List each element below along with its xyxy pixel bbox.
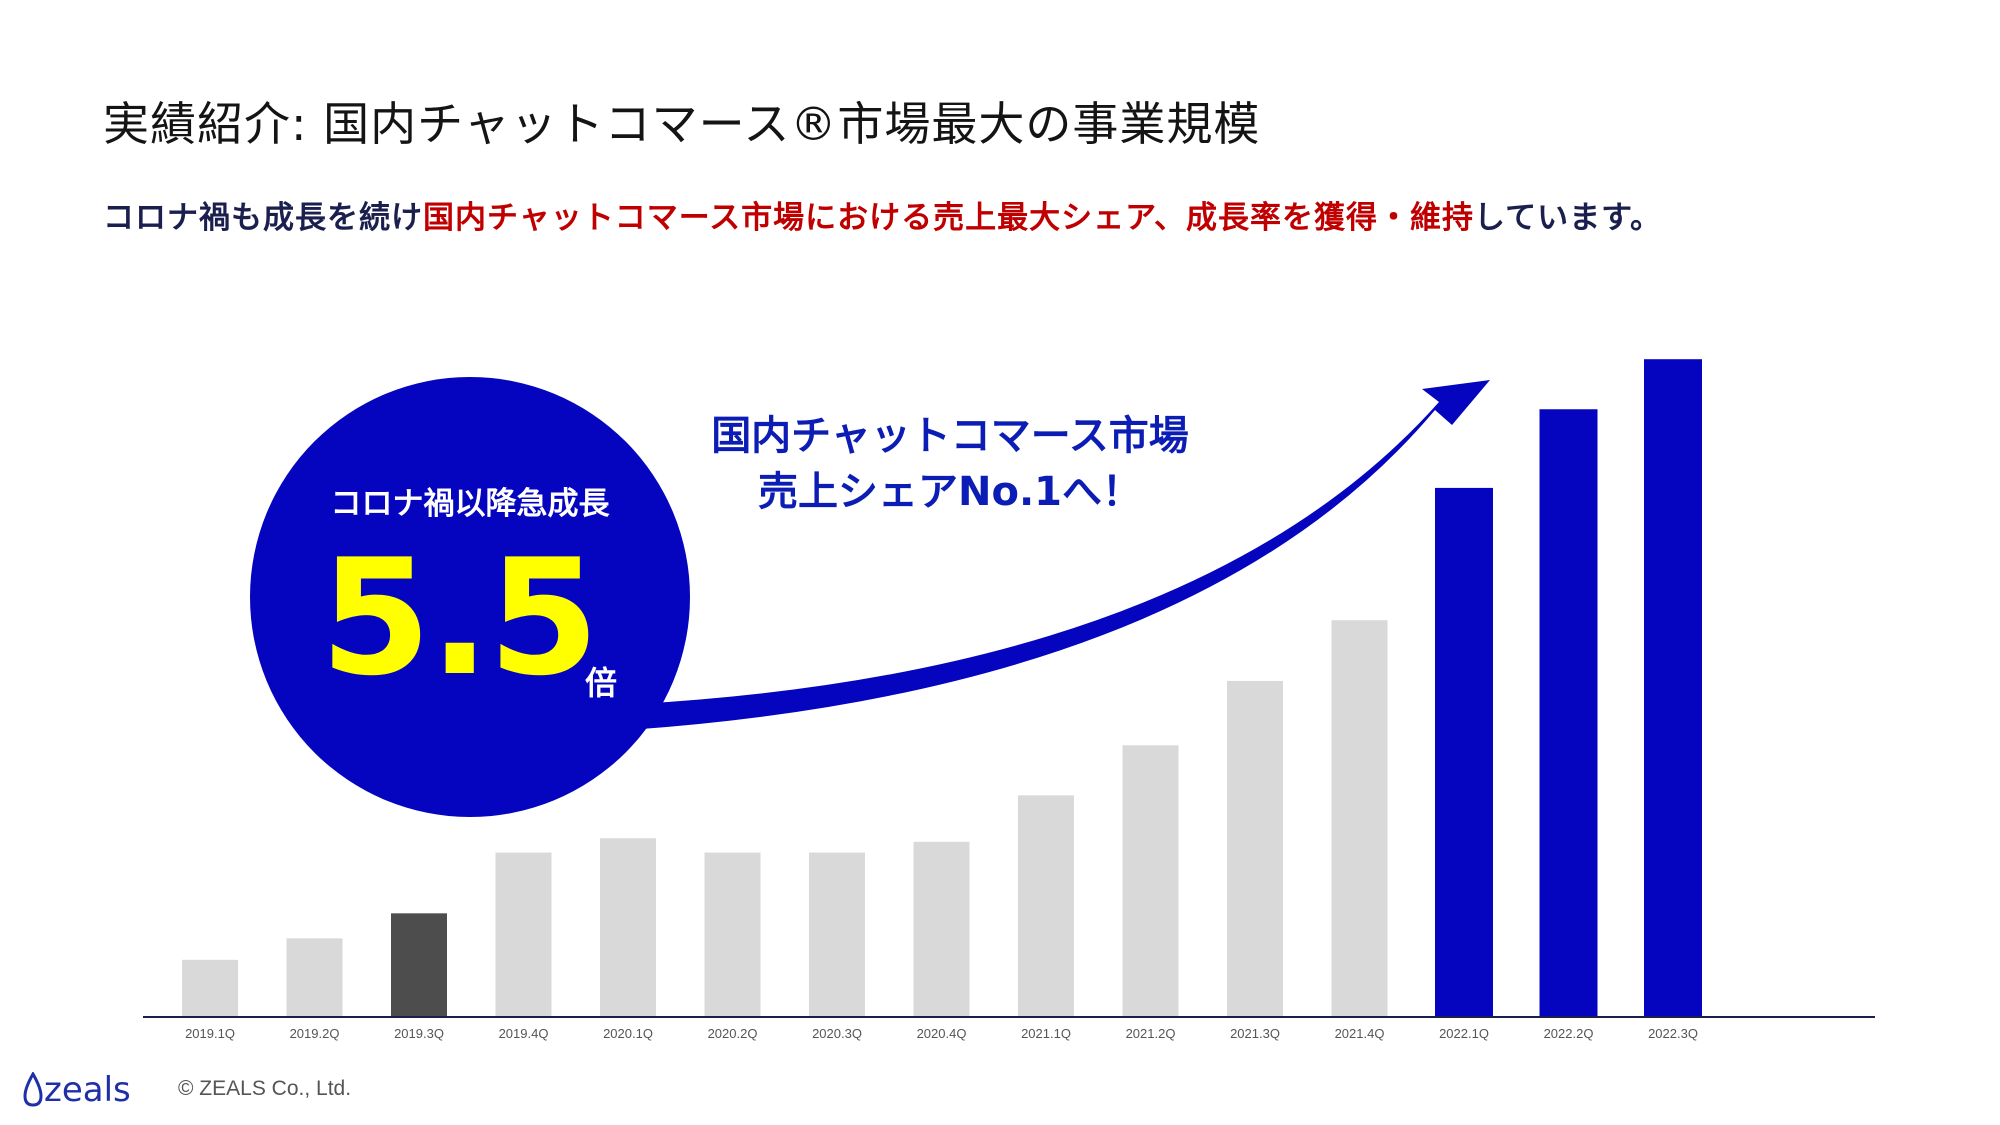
bar-2020.4Q [913,841,970,1017]
bar-group [182,359,1702,1017]
tick-label-2020.4Q: 2020.4Q [917,1026,967,1041]
bar-2020.1Q [600,838,656,1017]
tick-label-2022.3Q: 2022.3Q [1648,1026,1698,1041]
subtitle-part-2-highlight: 国内チャットコマース市場における売上最大シェア、成長率を獲得・維持 [423,200,1475,236]
bar-2020.3Q [809,852,865,1017]
zeals-drop-icon [23,1072,43,1107]
subtitle-part-3: しています。 [1474,200,1663,236]
subtitle-part-1: コロナ禍も成長を続け [103,200,423,236]
bar-2019.2Q [286,938,343,1017]
bar-2019.4Q [495,852,552,1017]
tick-label-2020.2Q: 2020.2Q [708,1026,758,1041]
bar-2022.3Q [1644,359,1702,1017]
bar-2020.2Q [704,852,761,1017]
zeals-logo: zeals [22,1070,131,1110]
bar-2022.1Q [1435,487,1493,1017]
arrow-annotation-line-1: 国内チャットコマース市場 [711,413,1189,459]
arrow-annotation: 国内チャットコマース市場 売上シェアNo.1へ！ [640,408,1260,520]
bar-2022.2Q [1539,409,1598,1017]
bar-2021.1Q [1018,795,1074,1017]
tick-label-2020.3Q: 2020.3Q [812,1026,862,1041]
bar-2021.3Q [1227,680,1283,1017]
callout-label: コロナ禍以降急成長 [330,486,610,522]
bar-2019.1Q [182,959,238,1017]
tick-label-2021.3Q: 2021.3Q [1230,1026,1280,1041]
page-title: 実績紹介: 国内チャットコマース®市場最大の事業規模 [103,97,1261,151]
copyright-text: © ZEALS Co., Ltd. [178,1077,352,1100]
callout-unit: 倍 [585,664,618,702]
tick-label-2020.1Q: 2020.1Q [603,1026,653,1041]
tick-label-2019.3Q: 2019.3Q [394,1026,444,1041]
callout-circle [250,377,690,817]
bar-2019.3Q [391,913,447,1017]
logo-text: zeals [44,1070,131,1110]
arrow-annotation-line-2: 売上シェアNo.1へ！ [758,469,1142,515]
callout-value: 5.5 [320,524,599,711]
tick-label-2022.1Q: 2022.1Q [1439,1026,1489,1041]
page-subtitle: コロナ禍も成長を続け国内チャットコマース市場における売上最大シェア、成長率を獲得… [103,192,1662,237]
tick-label-2019.4Q: 2019.4Q [499,1026,549,1041]
bar-2021.4Q [1331,620,1388,1017]
bar-2021.2Q [1122,745,1179,1017]
tick-label-2021.2Q: 2021.2Q [1126,1026,1176,1041]
tick-label-2019.1Q: 2019.1Q [185,1026,235,1041]
tick-label-2021.1Q: 2021.1Q [1021,1026,1071,1041]
tick-label-2021.4Q: 2021.4Q [1335,1026,1385,1041]
tick-label-2019.2Q: 2019.2Q [290,1026,340,1041]
x-tick-labels: 2019.1Q 2019.2Q 2019.3Q 2019.4Q 2020.1Q 2020.… [185,1026,1698,1041]
tick-label-2022.2Q: 2022.2Q [1544,1026,1594,1041]
